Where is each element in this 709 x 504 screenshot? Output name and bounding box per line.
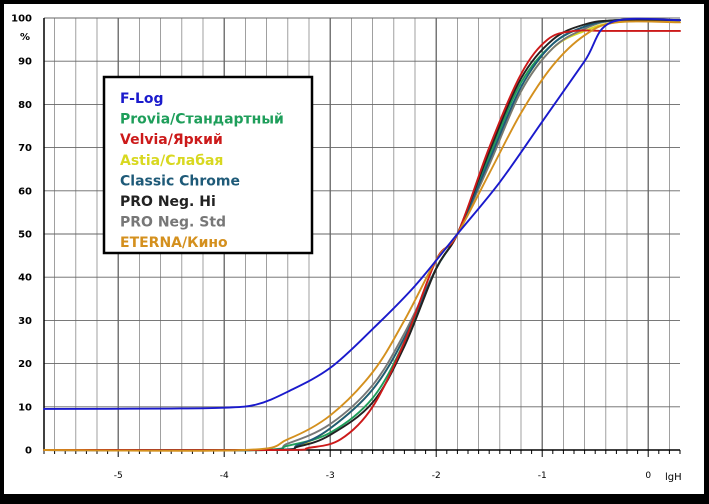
y-tick-label: 10 (18, 402, 32, 413)
legend-entry: PRO Neg. Std (120, 215, 226, 231)
legend-entry: Astia/Слабая (120, 153, 223, 169)
legend-entry: Classic Chrome (120, 173, 240, 189)
legend-box (102, 75, 314, 255)
y-tick-label: 90 (18, 57, 32, 68)
y-tick-label: 0 (25, 446, 32, 457)
legend-entry: ETERNA/Кино (120, 235, 228, 251)
y-tick-label: 40 (18, 273, 32, 284)
y-tick-label: 100 (11, 14, 32, 25)
y-tick-label: 50 (18, 230, 32, 241)
y-tick-label: 70 (18, 143, 32, 154)
x-tick-label: -5 (114, 471, 123, 481)
y-tick-label: 20 (18, 359, 32, 370)
x-tick-label: -3 (326, 471, 335, 481)
x-tick-label: -1 (538, 471, 547, 481)
legend-entry: Velvia/Яркий (120, 132, 223, 148)
x-tick-label: -4 (220, 471, 229, 481)
x-axis-label: lgH (665, 472, 682, 483)
legend: F-Log Provia/Стандартный Velvia/Яркий Astia… (102, 75, 314, 255)
curve-f-log (43, 17, 681, 410)
curves (43, 17, 681, 452)
x-tick-label: 0 (645, 471, 651, 481)
legend-entry: PRO Neg. Hi (120, 194, 216, 210)
y-tick-label: 60 (18, 186, 32, 197)
y-tick-label: 80 (18, 100, 32, 111)
legend-entry: F-Log (120, 91, 164, 107)
y-tick-label: 30 (18, 316, 32, 327)
curve-pro-neg-hi (43, 18, 681, 452)
x-tick-label: -2 (432, 471, 441, 481)
y-axis-label: % (20, 32, 30, 43)
legend-entry: Provia/Стандартный (120, 112, 284, 128)
